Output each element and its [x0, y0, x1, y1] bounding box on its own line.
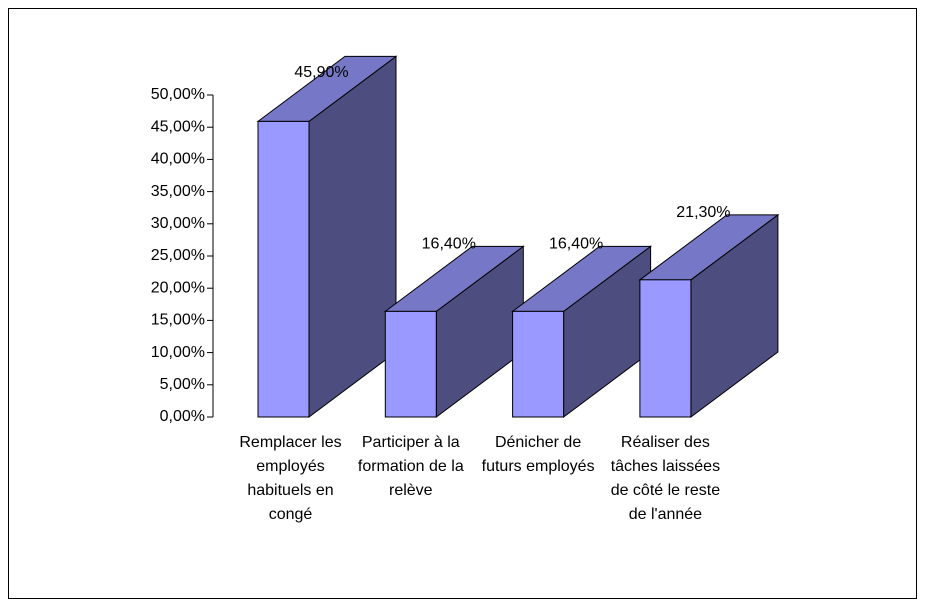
- y-tick-label: 10,00%: [151, 344, 205, 361]
- value-label: 45,90%: [294, 64, 348, 81]
- y-tick-label: 25,00%: [151, 247, 205, 264]
- x-tick-label: Participer à la formation de la relève: [357, 434, 464, 499]
- y-tick-label: 5,00%: [160, 376, 205, 393]
- x-tick-label: Remplacer les employés habituels en cong…: [239, 434, 342, 523]
- bar: [384, 310, 437, 418]
- y-tick-label: 20,00%: [151, 279, 205, 296]
- bar: [512, 310, 565, 418]
- y-tick-label: 30,00%: [151, 215, 205, 232]
- y-tick-label: 40,00%: [151, 151, 205, 168]
- bar: [257, 120, 310, 418]
- y-tick-label: 50,00%: [151, 86, 205, 103]
- x-tick-label: Réaliser des tâches laissées de côté le …: [610, 434, 721, 523]
- y-tick-label: 0,00%: [160, 408, 205, 425]
- x-tick-label: Dénicher de futurs employés: [481, 434, 595, 475]
- y-tick-label: 15,00%: [151, 312, 205, 329]
- bar: [639, 279, 692, 418]
- value-label: 16,40%: [549, 236, 603, 253]
- value-label: 16,40%: [422, 236, 476, 253]
- y-tick-label: 35,00%: [151, 183, 205, 200]
- y-tick-label: 45,00%: [151, 118, 205, 135]
- value-label: 21,30%: [676, 204, 730, 221]
